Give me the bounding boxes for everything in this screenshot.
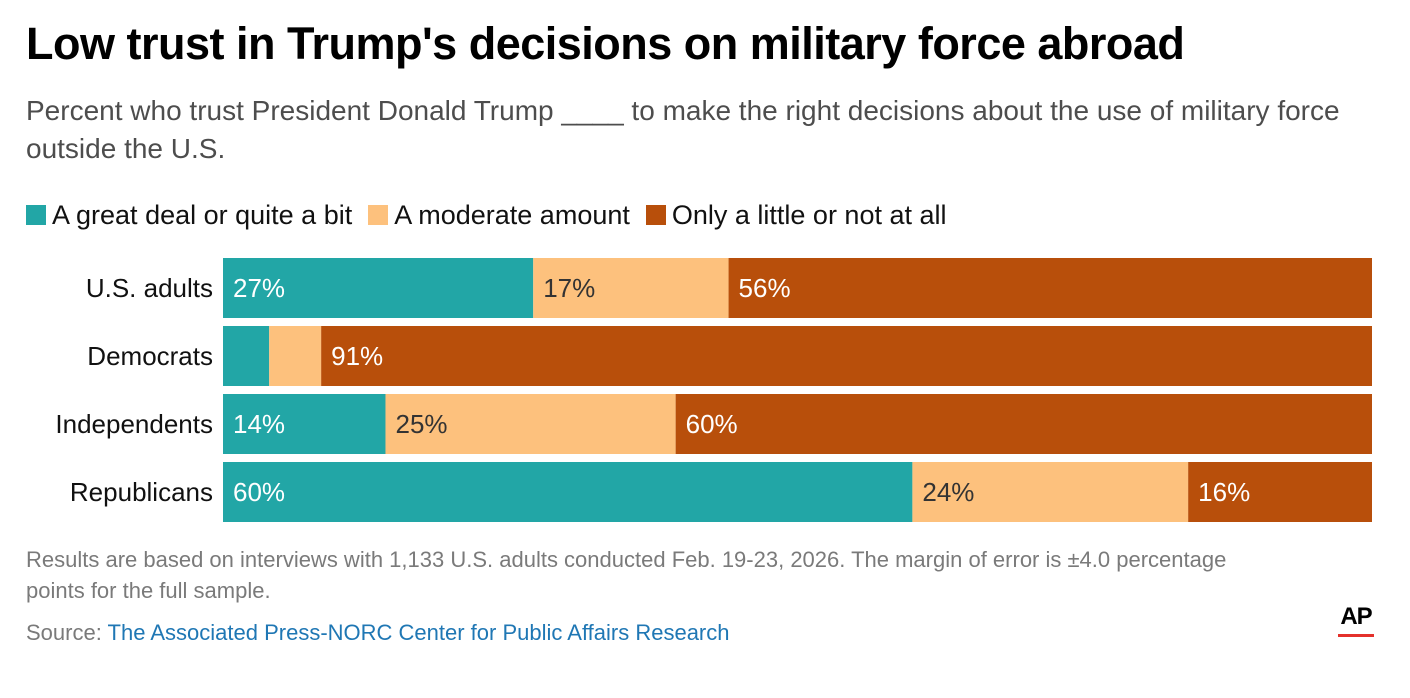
ap-logo-text: AP <box>1340 603 1372 630</box>
data-label-u-s-adults-a-moderate-amount: 17% <box>543 273 595 303</box>
data-label-independents-a-great-deal-or-quite-a-bit: 14% <box>233 409 285 439</box>
bar-independents-a-great-deal-or-quite-a-bit <box>223 394 386 454</box>
data-label-republicans-a-great-deal-or-quite-a-bit: 60% <box>233 477 285 507</box>
legend-label-little: Only a little or not at all <box>671 199 947 230</box>
legend-label-great-deal: A great deal or quite a bit <box>52 199 353 230</box>
legend-item-little: Only a little or not at all <box>645 199 947 231</box>
bar-independents-only-a-little-or-not-at-all <box>675 394 1372 454</box>
legend-item-great-deal: A great deal or quite a bit <box>26 200 352 231</box>
source-prefix: Source: <box>26 620 108 645</box>
data-label-independents-a-moderate-amount: 25% <box>395 409 447 439</box>
data-label-republicans-only-a-little-or-not-at-all: 16% <box>1198 477 1250 507</box>
source-link[interactable]: The Associated Press-NORC Center for Pub… <box>107 620 730 645</box>
category-label-u-s-adults: U.S. adults <box>86 273 213 303</box>
data-label-u-s-adults-a-great-deal-or-quite-a-bit: 27% <box>233 273 285 303</box>
ap-logo: AP <box>1338 604 1374 637</box>
legend-swatch-moderate <box>368 205 389 225</box>
bar-democrats-a-great-deal-or-quite-a-bit <box>223 326 270 386</box>
bar-democrats-a-moderate-amount <box>269 326 322 386</box>
category-label-independents: Independents <box>55 409 213 439</box>
legend-label-moderate: A moderate amount <box>394 199 630 230</box>
chart-subtitle: Percent who trust President Donald Trump… <box>26 95 1340 164</box>
chart-title: Low trust in Trump's decisions on milita… <box>26 18 1185 69</box>
bar-democrats-only-a-little-or-not-at-all <box>321 326 1373 386</box>
data-label-independents-only-a-little-or-not-at-all: 60% <box>686 409 738 439</box>
data-label-u-s-adults-only-a-little-or-not-at-all: 56% <box>739 273 791 303</box>
source-line: Source: The Associated Press-NORC Center… <box>26 617 730 648</box>
bar-u-s-adults-only-a-little-or-not-at-all <box>728 258 1372 318</box>
data-label-democrats-only-a-little-or-not-at-all: 91% <box>331 341 383 371</box>
ap-logo-underline <box>1338 634 1374 637</box>
bar-u-s-adults-a-great-deal-or-quite-a-bit <box>223 258 534 318</box>
footnote: Results are based on interviews with 1,1… <box>26 547 1227 603</box>
bar-republicans-only-a-little-or-not-at-all <box>1188 462 1372 522</box>
legend-swatch-little <box>645 205 666 225</box>
category-label-democrats: Democrats <box>87 341 213 371</box>
bar-u-s-adults-a-moderate-amount <box>533 258 729 318</box>
bar-republicans-a-moderate-amount <box>912 462 1189 522</box>
data-label-republicans-a-moderate-amount: 24% <box>922 477 974 507</box>
bar-independents-a-moderate-amount <box>385 394 676 454</box>
legend-item-moderate: A moderate amount <box>368 200 630 231</box>
legend: A great deal or quite a bit A moderate a… <box>26 198 947 232</box>
category-label-republicans: Republicans <box>70 477 213 507</box>
bar-republicans-a-great-deal-or-quite-a-bit <box>223 462 913 522</box>
legend-swatch-great-deal <box>26 205 46 225</box>
stacked-bar-chart: U.S. adults 27% 17% 56% Democrats 91% Independ… <box>55 258 1373 522</box>
